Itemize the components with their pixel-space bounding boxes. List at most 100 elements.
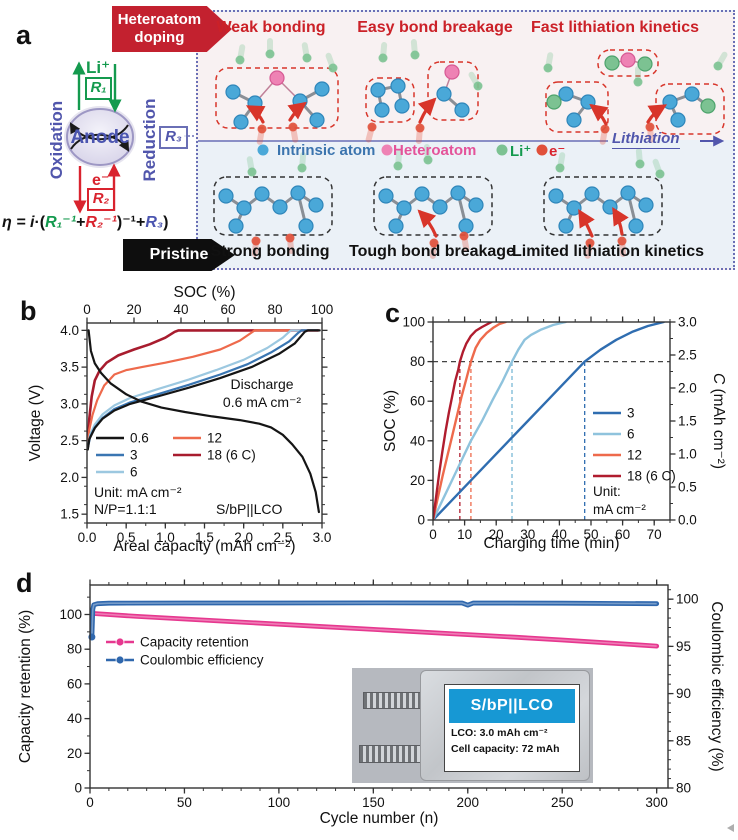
pristine-banner: Pristine bbox=[123, 239, 235, 271]
banner-line1: Heteroatom bbox=[117, 11, 202, 28]
svg-text:300: 300 bbox=[645, 795, 668, 810]
reduction-label: Reduction bbox=[140, 98, 159, 182]
inset-cell-title: S/bP||LCO bbox=[449, 689, 575, 723]
r1-box: R₁ bbox=[85, 77, 112, 100]
svg-text:1.5: 1.5 bbox=[678, 414, 697, 429]
eq-r1: R₁⁻¹ bbox=[45, 214, 77, 231]
svg-text:SOC (%): SOC (%) bbox=[382, 390, 399, 452]
eq-dot: · bbox=[34, 214, 40, 231]
eq-r2: R₂⁻¹ bbox=[85, 214, 117, 231]
svg-text:30: 30 bbox=[520, 527, 535, 542]
r2-box: R₂ bbox=[87, 188, 115, 211]
chart-soc-time: 0 10 20 30 40 50 60 70 0 20 40 60 80 100 0.0 0.5 1.0 1.5 2… bbox=[382, 315, 727, 553]
pouch-cell-photo: S/bP||LCO LCO: 3.0 mAh cm⁻² Cell capacit… bbox=[352, 668, 593, 783]
svg-text:2.0: 2.0 bbox=[60, 470, 79, 485]
svg-text:0.0: 0.0 bbox=[78, 530, 97, 545]
svg-text:3: 3 bbox=[627, 406, 635, 421]
svg-text:80: 80 bbox=[676, 781, 691, 796]
svg-text:0: 0 bbox=[429, 527, 437, 542]
svg-text:C (mAh cm⁻²): C (mAh cm⁻²) bbox=[710, 373, 727, 469]
legend-dot-0 bbox=[257, 144, 269, 156]
svg-text:60: 60 bbox=[615, 527, 630, 542]
svg-text:Unit: mA cm⁻²: Unit: mA cm⁻² bbox=[94, 484, 182, 500]
svg-text:3.5: 3.5 bbox=[60, 360, 79, 375]
svg-text:Discharge: Discharge bbox=[230, 376, 293, 392]
svg-text:1.5: 1.5 bbox=[195, 530, 214, 545]
svg-text:18 (6 C): 18 (6 C) bbox=[207, 448, 256, 463]
svg-text:0: 0 bbox=[86, 795, 94, 810]
svg-text:85: 85 bbox=[676, 733, 691, 748]
series-Capacity retention bbox=[91, 611, 660, 649]
legend-intrinsic-atom: Intrinsic atom bbox=[277, 142, 376, 159]
series-12 charge bbox=[87, 329, 316, 448]
pristine-label: Pristine bbox=[149, 246, 209, 263]
legend-dot-2 bbox=[496, 144, 508, 156]
svg-text:Unit:: Unit: bbox=[593, 484, 621, 499]
svg-text:1.0: 1.0 bbox=[678, 447, 697, 462]
svg-text:N/P=1.1:1: N/P=1.1:1 bbox=[94, 501, 157, 517]
svg-text:3.0: 3.0 bbox=[313, 530, 332, 545]
svg-text:40: 40 bbox=[410, 433, 425, 448]
svg-text:60: 60 bbox=[220, 302, 235, 317]
svg-text:200: 200 bbox=[457, 795, 480, 810]
series-12 bbox=[433, 322, 507, 520]
svg-text:60: 60 bbox=[410, 394, 425, 409]
svg-text:100: 100 bbox=[402, 315, 425, 330]
svg-text:20: 20 bbox=[410, 473, 425, 488]
heteroatom-doping-banner: Heteroatom doping bbox=[112, 6, 232, 52]
legend-electron: e⁻ bbox=[549, 143, 566, 160]
svg-text:Coulombic efficiency: Coulombic efficiency bbox=[140, 653, 264, 668]
svg-text:10: 10 bbox=[457, 527, 472, 542]
svg-text:80: 80 bbox=[67, 642, 82, 657]
overpotential-equation: η = i·(R₁⁻¹+R₂⁻¹)⁻¹+R₃) bbox=[2, 212, 168, 232]
svg-text:4.0: 4.0 bbox=[60, 323, 79, 338]
svg-text:0.5: 0.5 bbox=[117, 530, 136, 545]
chart-cycling: 0 50 100 150 200 250 300 0 20 40 60 80 100 80 85 90 95 10… bbox=[17, 579, 725, 827]
svg-text:60: 60 bbox=[67, 676, 82, 691]
pouch-tab-bottom bbox=[359, 745, 423, 763]
svg-text:2.0: 2.0 bbox=[234, 530, 253, 545]
eq-eta: η = i bbox=[2, 214, 35, 231]
svg-text:18 (6 C): 18 (6 C) bbox=[627, 469, 676, 484]
inset-cell-capacity: Cell capacity: 72 mAh bbox=[451, 743, 560, 755]
svg-text:0.0: 0.0 bbox=[678, 513, 697, 528]
svg-text:20: 20 bbox=[489, 527, 504, 542]
eq-plus: + bbox=[76, 214, 86, 231]
title-easy-bond-breakage: Easy bond breakage bbox=[357, 19, 513, 36]
banner-line2: doping bbox=[134, 29, 185, 46]
legend-dot-3 bbox=[536, 144, 548, 156]
svg-text:100: 100 bbox=[311, 302, 334, 317]
oxidation-label: Oxidation bbox=[47, 100, 66, 180]
svg-text:0.5: 0.5 bbox=[678, 480, 697, 495]
svg-text:250: 250 bbox=[551, 795, 574, 810]
series-6 bbox=[433, 322, 567, 520]
svg-text:2.5: 2.5 bbox=[273, 530, 292, 545]
svg-text:Charging time (min): Charging time (min) bbox=[483, 535, 619, 552]
eq-end: ) bbox=[163, 214, 169, 231]
panel-b-label: b bbox=[20, 296, 37, 326]
svg-text:Areal capacity (mAh cm⁻²): Areal capacity (mAh cm⁻²) bbox=[113, 538, 295, 555]
li-ion-label: Li⁺ bbox=[86, 58, 111, 77]
svg-text:100: 100 bbox=[676, 592, 699, 607]
svg-text:80: 80 bbox=[410, 354, 425, 369]
svg-text:6: 6 bbox=[627, 427, 635, 442]
svg-text:Coulombic efficiency (%): Coulombic efficiency (%) bbox=[708, 601, 725, 771]
series-Coulombic efficiency bbox=[90, 600, 660, 640]
svg-text:40: 40 bbox=[173, 302, 188, 317]
svg-text:S/bP||LCO: S/bP||LCO bbox=[216, 501, 283, 517]
series-6 charge bbox=[87, 329, 318, 448]
svg-text:3.0: 3.0 bbox=[60, 396, 79, 411]
title-weak-bonding: Weak bonding bbox=[216, 19, 326, 36]
svg-text:0: 0 bbox=[417, 513, 425, 528]
svg-text:12: 12 bbox=[207, 431, 222, 446]
cursor-artifact bbox=[727, 824, 734, 832]
legend-li-ion: Li⁺ bbox=[510, 143, 532, 160]
svg-text:Capacity retention: Capacity retention bbox=[140, 635, 249, 650]
svg-text:6: 6 bbox=[130, 465, 138, 480]
r3-box: R₃ bbox=[159, 126, 188, 149]
title-tough-bond-breakage: Tough bond breakage bbox=[349, 243, 515, 260]
svg-text:70: 70 bbox=[647, 527, 662, 542]
svg-text:Cycle number (n): Cycle number (n) bbox=[320, 810, 439, 827]
svg-text:50: 50 bbox=[583, 527, 598, 542]
svg-text:2.5: 2.5 bbox=[678, 348, 697, 363]
